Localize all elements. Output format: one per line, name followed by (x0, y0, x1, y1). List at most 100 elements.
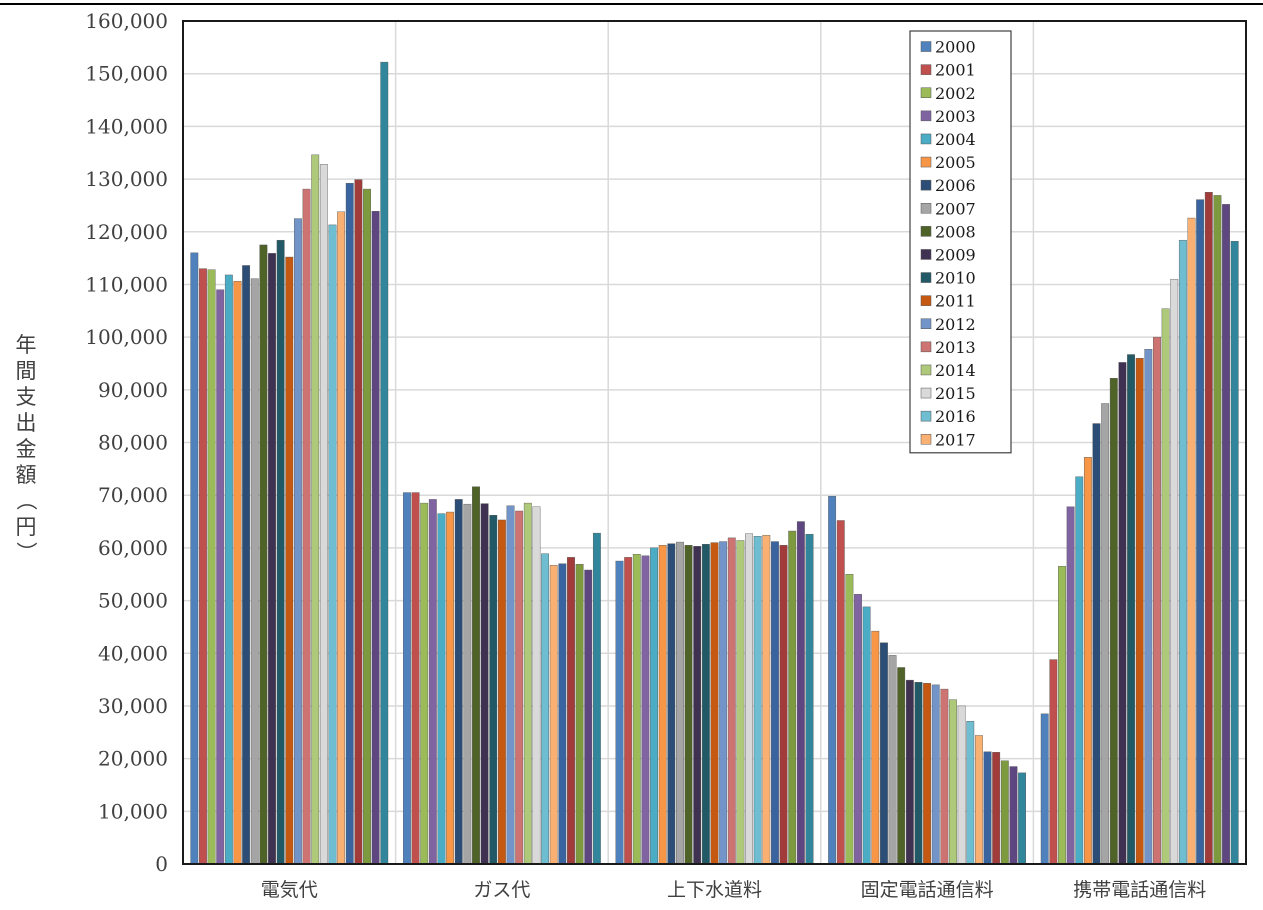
bar (294, 218, 302, 865)
bar (319, 164, 328, 865)
bar (311, 154, 320, 865)
legend-swatch (920, 87, 932, 98)
legend-entry: 2002 (935, 84, 976, 103)
y-tick-label: 100,000 (85, 325, 168, 349)
y-axis-label-char: 円 (16, 515, 37, 539)
legend-swatch (920, 249, 932, 260)
bar (862, 606, 871, 865)
bar (828, 496, 837, 865)
legend-swatch (920, 226, 932, 237)
y-tick-label: 140,000 (85, 114, 168, 138)
bar (276, 239, 285, 865)
bar (854, 594, 862, 865)
bar (1040, 713, 1049, 865)
y-tick-label: 130,000 (85, 167, 168, 191)
bar (1204, 192, 1213, 865)
bar (1213, 195, 1222, 865)
y-tick-label: 30,000 (98, 694, 168, 718)
legend-entry: 2000 (935, 38, 976, 57)
legend-swatch (920, 203, 932, 214)
bar (463, 503, 472, 865)
bar (719, 541, 728, 865)
y-tick-label: 50,000 (98, 589, 168, 613)
plot-frame (182, 20, 1247, 865)
y-tick-label: 40,000 (98, 641, 168, 665)
y-axis-label-char: 金 (16, 437, 37, 461)
legend-swatch (920, 341, 932, 353)
bar (1222, 204, 1230, 865)
bar (558, 563, 567, 865)
legend-entry: 2001 (935, 61, 976, 80)
legend-entry: 2013 (935, 338, 976, 357)
y-axis-label-char: ） (14, 542, 38, 563)
legend-swatch (920, 434, 932, 445)
legend-entry: 2005 (935, 153, 976, 172)
legend-entry: 2004 (935, 130, 976, 149)
bar (371, 211, 380, 865)
y-tick-label: 70,000 (98, 483, 168, 507)
legend: 2000 2001 2002 2003 2004 2005 2006 2007 2008 2009… (909, 30, 1012, 454)
legend-entry: 2016 (935, 407, 976, 426)
bar (337, 211, 346, 865)
y-tick-label: 150,000 (85, 62, 168, 86)
legend-entry: 2003 (935, 107, 976, 126)
bar (199, 268, 207, 865)
bar (224, 274, 233, 865)
legend-swatch (920, 41, 932, 52)
legend-entry: 2009 (935, 245, 976, 264)
bar (805, 533, 814, 865)
bar (584, 569, 593, 865)
legend-swatch (920, 272, 932, 283)
bar (1009, 766, 1018, 865)
x-category-label: 電気代 (261, 879, 318, 901)
legend-entry: 2007 (935, 199, 976, 218)
bar (796, 521, 805, 865)
bar (302, 188, 311, 865)
bar (974, 735, 983, 865)
y-axis-label-char: 出 (16, 411, 37, 435)
legend-swatch (920, 387, 932, 399)
bar (983, 751, 992, 865)
bar (667, 543, 676, 865)
bar (1127, 354, 1135, 865)
bar (650, 547, 658, 865)
bar (1075, 476, 1084, 865)
bar (354, 179, 363, 865)
bar (684, 545, 693, 865)
legend-entry: 2015 (935, 384, 976, 403)
y-axis-label-char: 年 (16, 333, 37, 357)
y-tick-label: 0 (155, 852, 168, 876)
y-tick-label: 10,000 (98, 799, 168, 823)
bar (897, 667, 906, 865)
bar (216, 289, 225, 865)
bar (727, 537, 736, 865)
legend-swatch (920, 110, 932, 122)
y-tick-label: 60,000 (98, 536, 168, 560)
bar (363, 188, 371, 865)
bar (1161, 308, 1170, 865)
bar (259, 244, 268, 865)
bar (1018, 772, 1027, 865)
bar (268, 253, 276, 865)
bar (779, 545, 788, 865)
legend-swatch (920, 179, 932, 191)
bar (207, 269, 216, 865)
bars (190, 61, 1239, 865)
bar (905, 679, 914, 865)
bar (1144, 349, 1153, 865)
bar (745, 533, 753, 865)
bar (1178, 239, 1187, 865)
bar (1101, 403, 1110, 865)
y-tick-labels: 0 10,000 20,000 30,000 40,000 50,000 60,000 70,… (85, 9, 168, 876)
bar (949, 699, 957, 865)
y-tick-label: 80,000 (98, 431, 168, 455)
bar (1118, 362, 1127, 865)
legend-entry: 2006 (935, 176, 976, 195)
legend-swatch (920, 295, 932, 306)
x-category-labels: 電気代 ガス代 上下水道料 固定電話通信料 携帯電話通信料 (261, 879, 1206, 901)
bar (575, 564, 584, 865)
bar (931, 684, 940, 865)
bar (250, 278, 259, 865)
bar (676, 541, 684, 865)
